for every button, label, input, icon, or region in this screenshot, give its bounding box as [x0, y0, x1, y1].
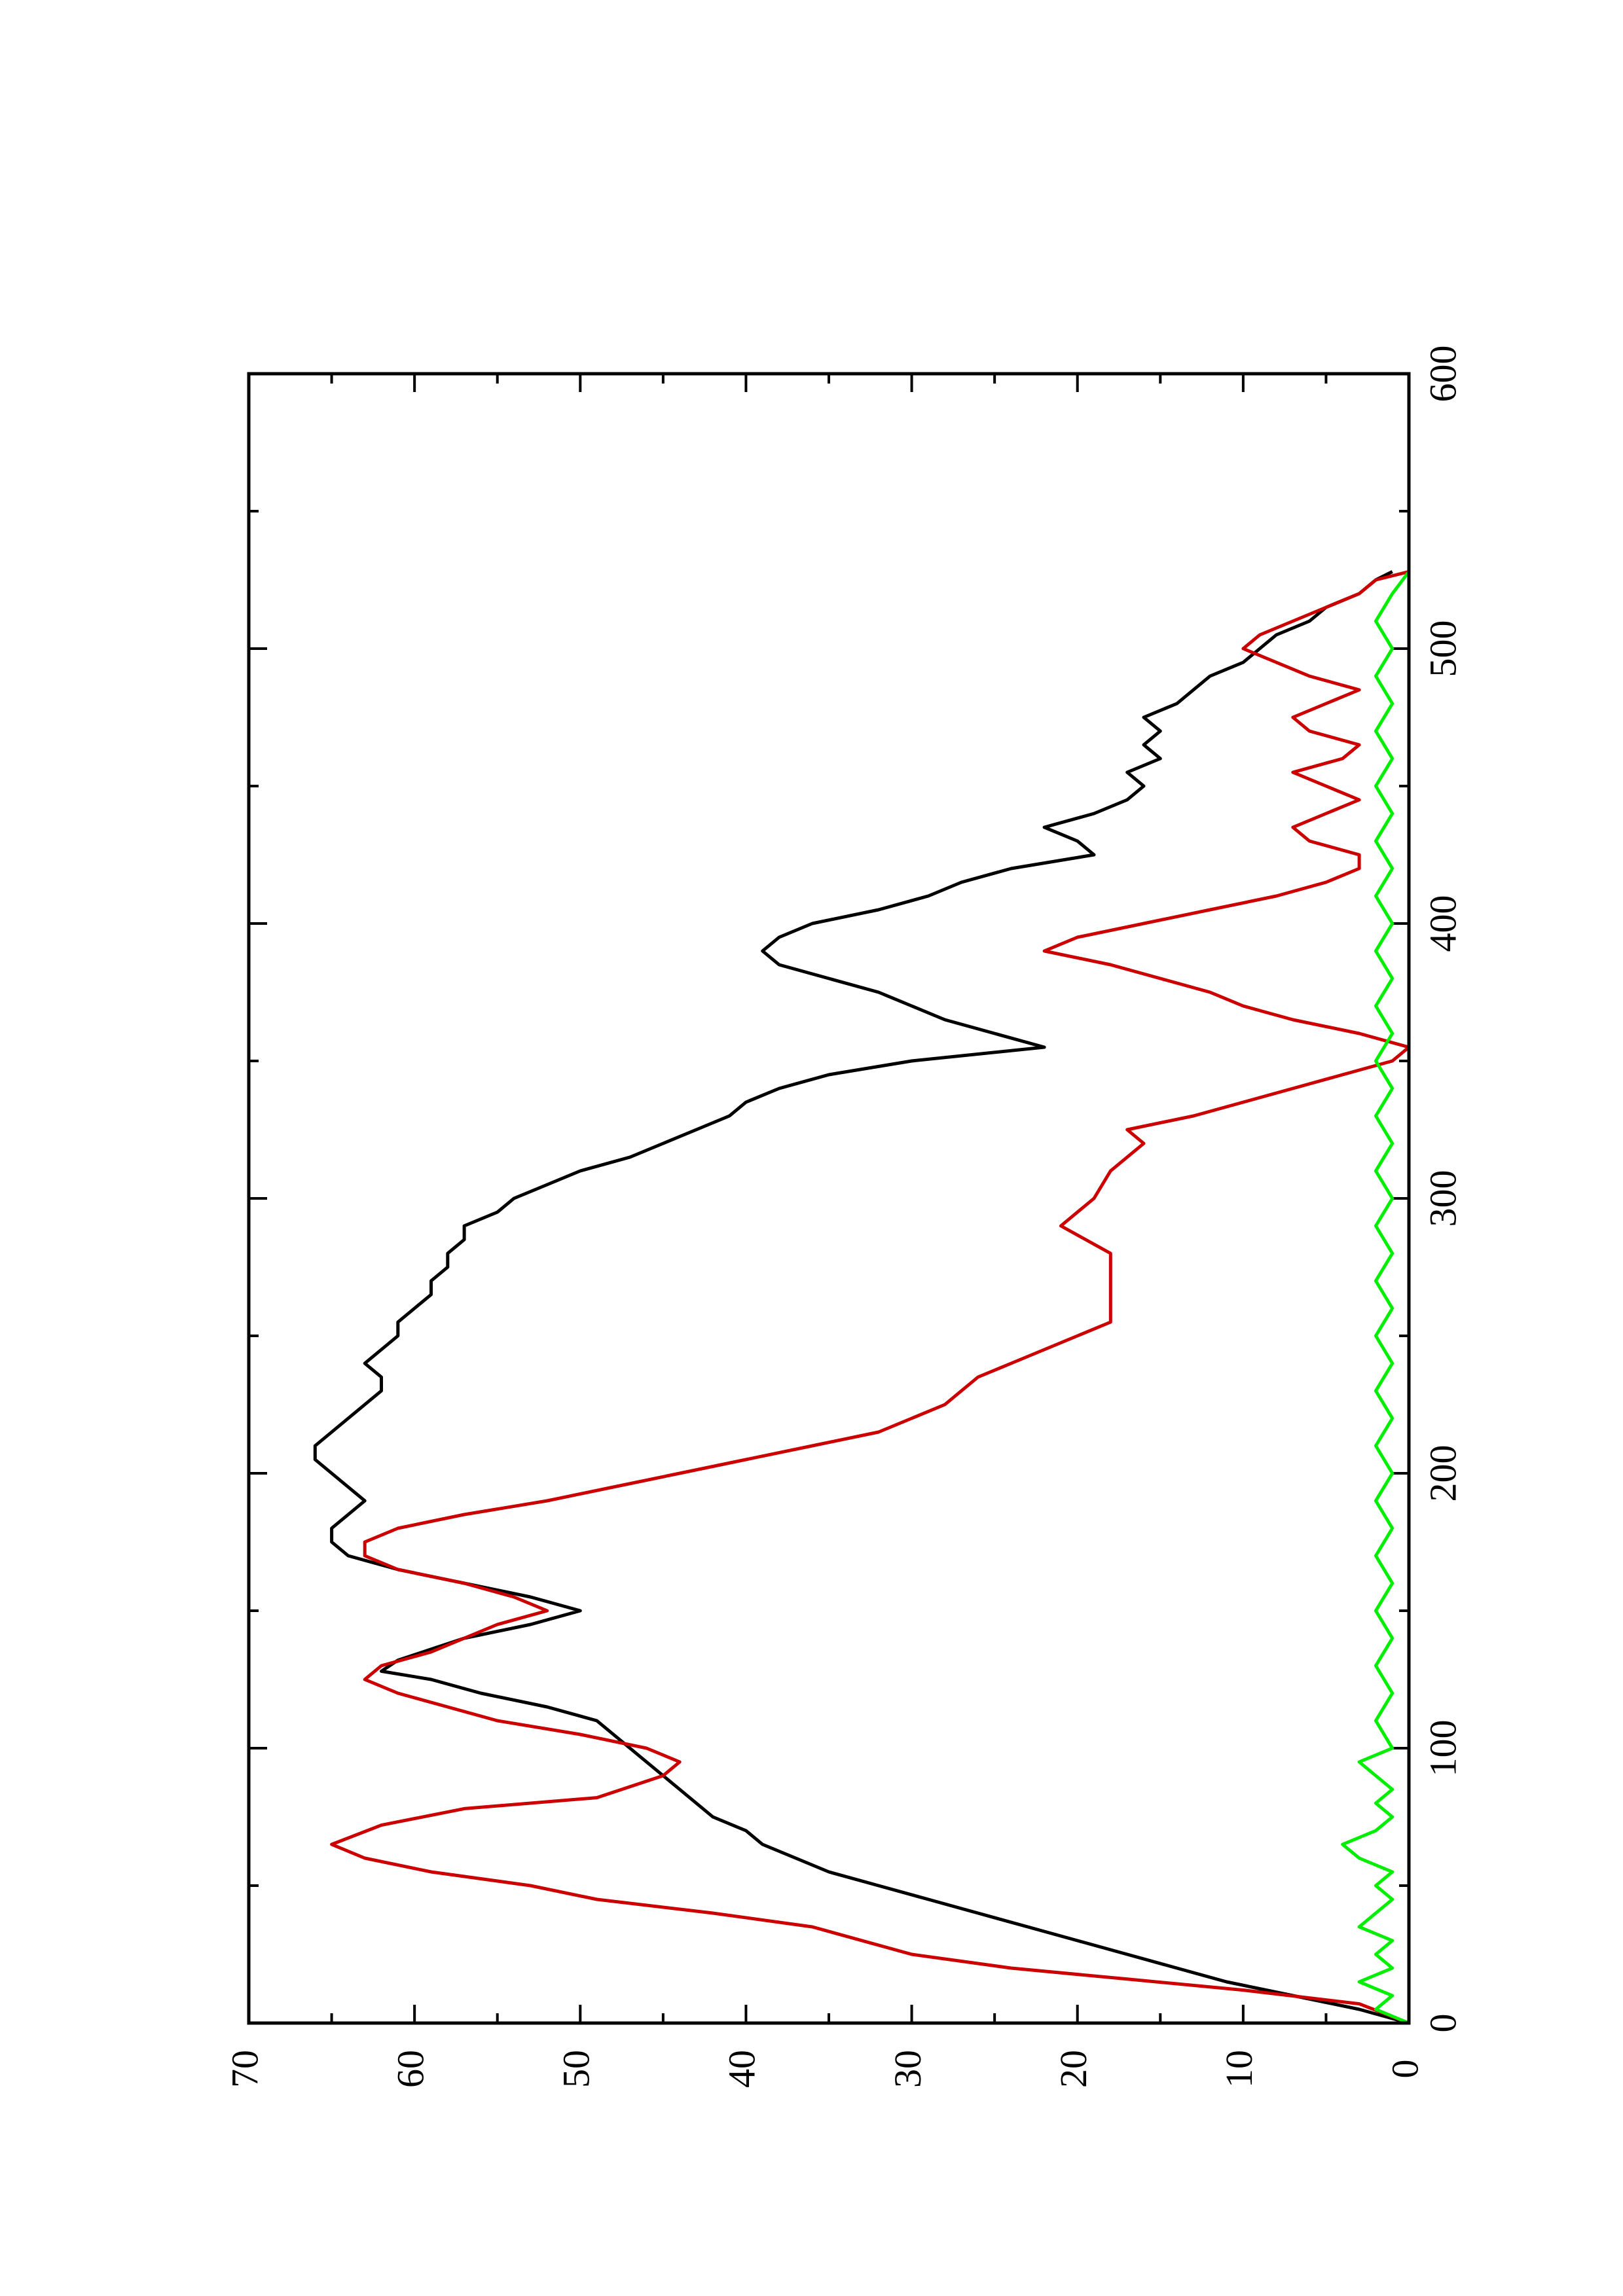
y-tick-label: 40 [721, 2050, 763, 2088]
plot-frame [247, 372, 1411, 2025]
series-line-1 [313, 570, 1410, 2025]
x-tick-label: 300 [1421, 1170, 1464, 1227]
series-layer [313, 569, 1411, 2025]
x-tick-label: 0 [1421, 2014, 1464, 2033]
x-tick-label: 400 [1421, 895, 1464, 952]
series-line-3 [1341, 570, 1410, 2025]
tick-labels: 0 100 200 300 400 500 600 0 10 20 30 40 50 60 70 [223, 346, 1464, 2089]
y-tick-label: 20 [1052, 2050, 1095, 2088]
series-line-2 [330, 569, 1411, 2025]
y-tick-label: 60 [389, 2050, 431, 2088]
x-tick-label: 200 [1421, 1445, 1464, 1502]
x-tick-label: 600 [1421, 346, 1464, 403]
axis-ticks [247, 372, 1410, 2024]
y-tick-label: 30 [886, 2050, 929, 2088]
y-tick-label: 50 [555, 2050, 598, 2088]
y-tick-label: 0 [1383, 2060, 1426, 2079]
x-tick-label: 500 [1421, 620, 1464, 677]
x-tick-label: 100 [1421, 1720, 1464, 1777]
y-tick-label: 10 [1218, 2050, 1260, 2088]
y-tick-label: 70 [223, 2050, 266, 2088]
